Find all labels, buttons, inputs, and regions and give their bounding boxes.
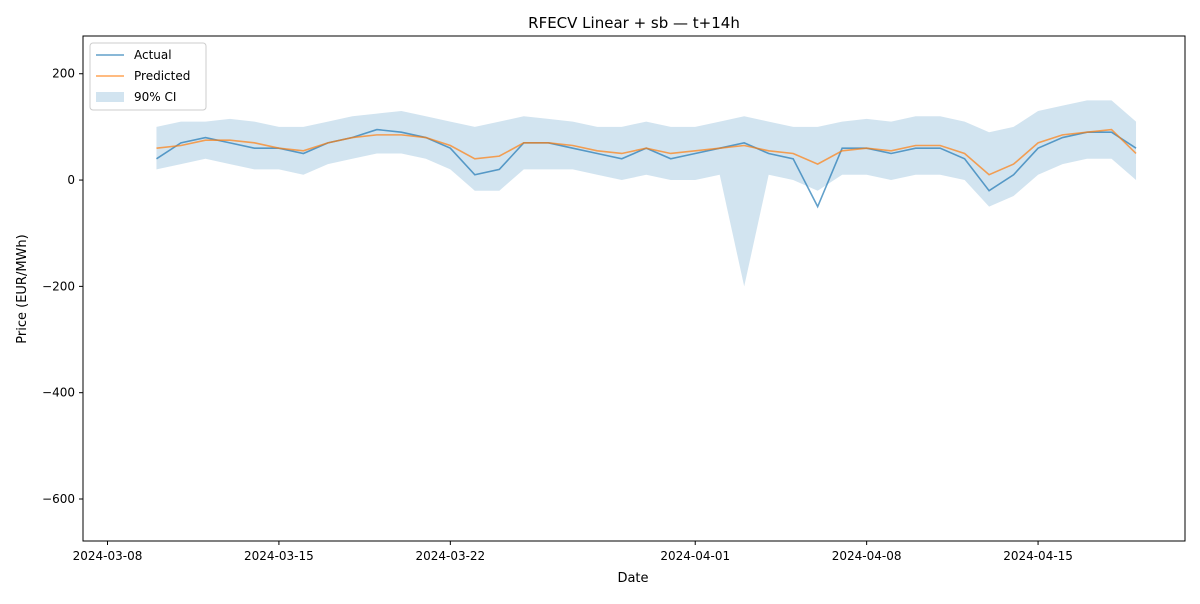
y-axis-label: Price (EUR/MWh): [15, 234, 30, 343]
plot-frame: [82, 35, 1186, 542]
legend-swatch: [96, 92, 124, 102]
chart-title: RFECV Linear + sb — t+14h: [528, 14, 740, 32]
y-tick-label: 200: [52, 67, 75, 81]
y-tick-label: −600: [42, 492, 75, 506]
x-tick-label: 2024-03-22: [415, 549, 485, 563]
legend-label: 90% CI: [134, 90, 176, 104]
x-tick-label: 2024-04-01: [660, 549, 730, 563]
legend-box: [89, 42, 207, 111]
x-tick-label: 2024-04-08: [832, 549, 902, 563]
x-tick-label: 2024-03-08: [73, 549, 143, 563]
y-tick-label: −200: [42, 279, 75, 293]
ci-band: [156, 100, 1137, 287]
x-tick-label: 2024-03-15: [244, 549, 314, 563]
x-tick-label: 2024-04-15: [1003, 549, 1073, 563]
legend-label: Predicted: [134, 69, 190, 83]
legend: Actual Predicted 90% CI: [89, 42, 207, 111]
x-axis-label: Date: [617, 571, 648, 586]
series-line: [156, 128, 1137, 176]
legend-label: Actual: [134, 48, 172, 62]
y-tick-label: −400: [42, 386, 75, 400]
y-tick-label: 0: [67, 173, 75, 187]
